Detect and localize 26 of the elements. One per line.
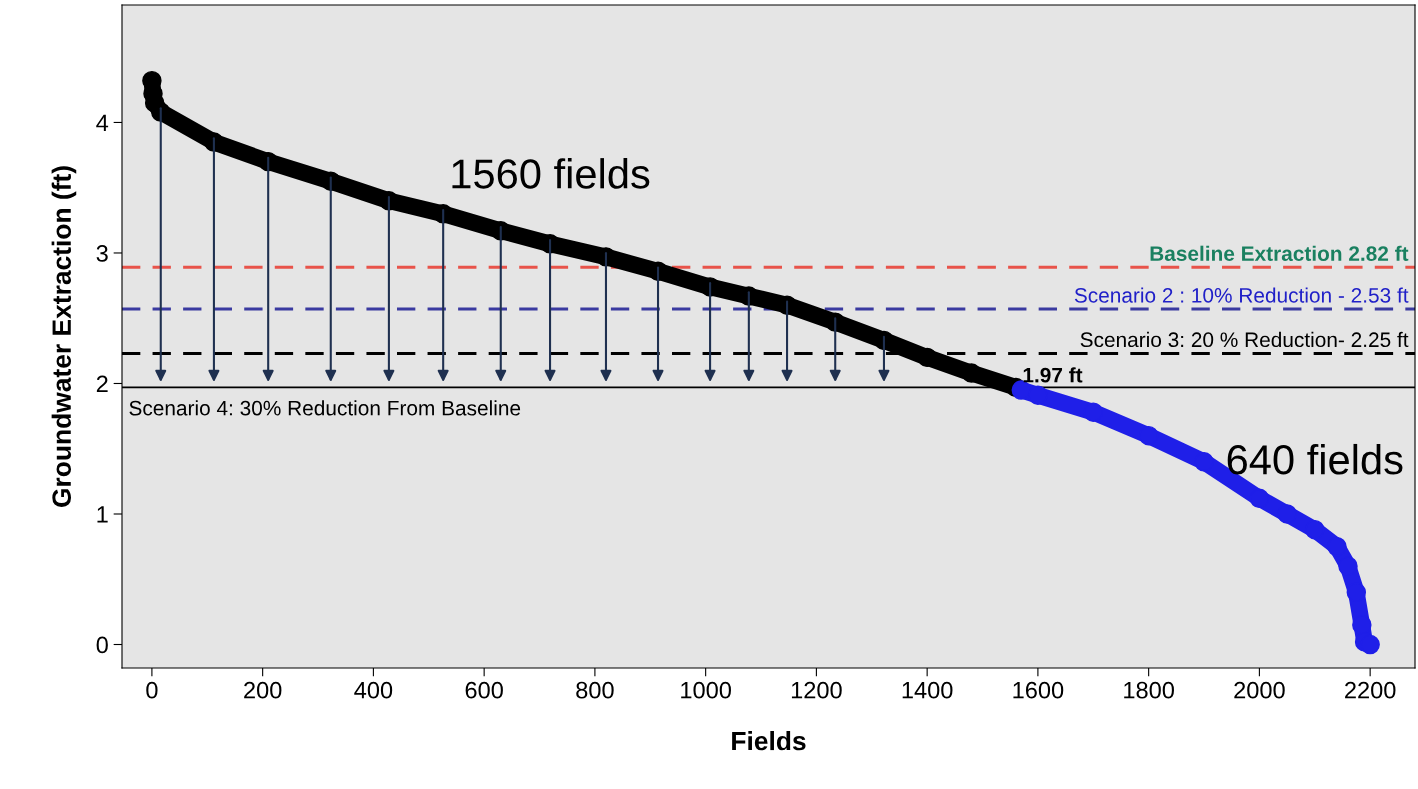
y-tick-label: 2 xyxy=(96,375,108,393)
x-tick-label: 1200 xyxy=(791,681,842,699)
x-tick-label: 600 xyxy=(465,681,503,699)
y-tick-label: 3 xyxy=(96,245,108,262)
x-tick-label: 400 xyxy=(354,681,393,699)
x-tick-label: 2000 xyxy=(1234,681,1285,699)
annotation: Scenario 3: 20 % Reduction- 2.25 ft xyxy=(1080,331,1409,348)
series-label: 640 fields xyxy=(1227,443,1403,475)
x-tick-label: 800 xyxy=(576,681,614,699)
annotation: Scenario 4: 30% Reduction From Baseline xyxy=(129,400,521,416)
y-axis-title: Groundwater Extraction (ft) xyxy=(51,166,77,507)
x-tick-label: 1400 xyxy=(902,681,953,699)
x-axis-title: Fields xyxy=(732,730,806,751)
y-tick-label: 1 xyxy=(97,506,108,523)
series-label: 1560 fields xyxy=(452,158,650,189)
x-tick-label: 1600 xyxy=(1013,681,1064,699)
annotation: Baseline Extraction 2.82 ft xyxy=(1150,245,1409,261)
x-tick-label: 2200 xyxy=(1345,681,1396,699)
x-tick-label: 1000 xyxy=(681,681,731,699)
y-tick-label: 4 xyxy=(96,114,109,132)
annotation: 1.97 ft xyxy=(1023,367,1083,383)
y-tick-label: 0 xyxy=(96,636,108,654)
x-tick-label: 1800 xyxy=(1124,681,1174,699)
x-tick-label: 200 xyxy=(244,681,282,699)
x-tick-label: 0 xyxy=(146,681,158,699)
annotation: Scenario 2 : 10% Reduction - 2.53 ft xyxy=(1074,287,1409,303)
